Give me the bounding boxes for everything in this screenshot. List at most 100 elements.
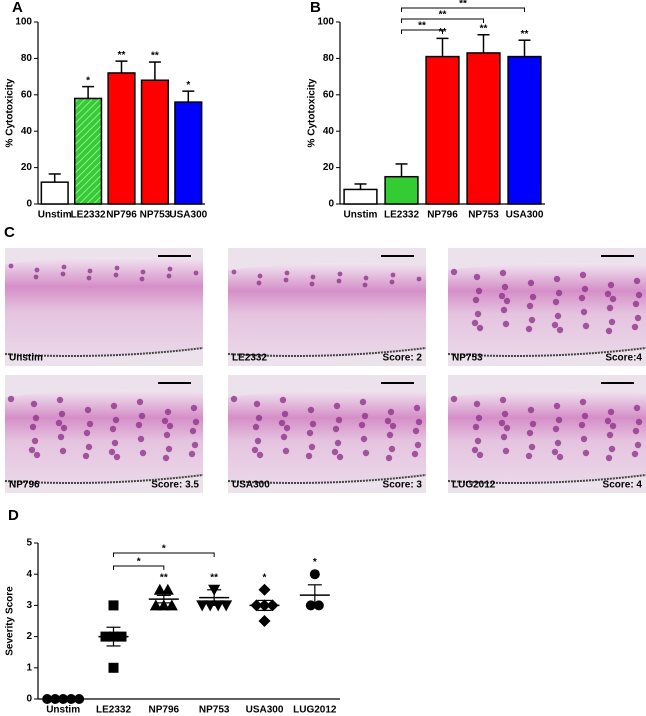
cell <box>164 408 172 416</box>
significance: * <box>86 75 90 86</box>
y-tick-label: 40 <box>21 126 33 137</box>
cell <box>33 451 41 459</box>
cell <box>281 410 289 418</box>
cell <box>412 427 420 435</box>
cell <box>85 443 93 451</box>
bracket <box>401 18 484 23</box>
cell <box>551 321 559 329</box>
point <box>258 583 271 596</box>
cell <box>389 422 397 430</box>
cell <box>61 264 67 270</box>
bar <box>40 181 69 205</box>
cell <box>337 271 343 277</box>
x-tick-label: Unstim <box>344 210 378 221</box>
point <box>196 600 209 612</box>
cell <box>279 396 287 404</box>
cell <box>59 447 67 455</box>
image-label: LE2332 <box>232 353 267 364</box>
cell <box>604 290 612 298</box>
x-tick-label: NP796 <box>149 705 180 716</box>
cell <box>476 451 484 459</box>
cell <box>527 406 535 414</box>
histology-image: NP753 Score:4 <box>447 248 646 366</box>
cell <box>552 425 560 433</box>
cell <box>631 450 639 458</box>
cell <box>84 406 92 414</box>
cell <box>113 272 119 278</box>
cell <box>30 400 38 408</box>
y-tick-label: 100 <box>317 17 334 28</box>
cell <box>472 296 480 304</box>
y-tick-label: 20 <box>21 162 33 173</box>
cell <box>635 418 643 426</box>
image-label: NP753 <box>452 353 483 364</box>
cell <box>553 402 561 410</box>
x-tick-label: USA300 <box>246 705 284 716</box>
cell <box>390 272 396 278</box>
image-score: Score:4 <box>605 353 642 364</box>
membrane <box>227 474 427 484</box>
cell <box>139 449 147 457</box>
bar <box>425 55 460 205</box>
y-axis-title: % Cytotoxicity <box>5 78 16 147</box>
tissue <box>5 389 203 483</box>
cell <box>556 453 564 461</box>
significance: ** <box>151 51 159 62</box>
x-tick-label: LE2332 <box>71 210 106 221</box>
cell <box>416 276 422 282</box>
point <box>149 599 162 611</box>
cell <box>604 417 612 425</box>
cell <box>278 419 286 427</box>
cell <box>633 404 641 412</box>
image-score: Score: 3 <box>383 480 423 491</box>
cell <box>335 416 343 424</box>
panel-label: C <box>4 224 15 241</box>
membrane <box>447 347 646 357</box>
cell <box>605 327 613 335</box>
membrane <box>4 474 204 484</box>
cell <box>189 427 197 435</box>
cell <box>251 446 259 454</box>
point <box>161 583 174 595</box>
cell <box>360 435 368 443</box>
cell <box>606 431 614 439</box>
y-tick-label: 80 <box>323 53 335 64</box>
significance: ** <box>210 572 218 583</box>
cell <box>411 450 419 458</box>
cell <box>633 277 641 285</box>
point <box>220 600 233 612</box>
significance: ** <box>160 572 168 583</box>
y-tick-label: 5 <box>26 538 32 549</box>
cell <box>140 269 146 275</box>
cell <box>554 439 562 447</box>
significance: ** <box>521 29 529 40</box>
cell <box>553 275 561 283</box>
x-tick-label: USA300 <box>506 210 544 221</box>
y-tick-label: 60 <box>323 89 335 100</box>
cell <box>8 263 14 269</box>
cell <box>580 308 588 316</box>
cell <box>56 396 64 404</box>
cell <box>282 447 290 455</box>
cell <box>110 402 118 410</box>
cell <box>361 412 369 420</box>
cell <box>331 448 339 456</box>
point <box>153 583 166 595</box>
image-label: LUG2012 <box>452 480 496 491</box>
cell <box>165 445 173 453</box>
histology-image: LE2332 Score: 2 <box>227 248 427 366</box>
cell <box>28 446 36 454</box>
point <box>74 694 85 704</box>
bracket-label: ** <box>418 21 426 32</box>
x-tick-label: LE2332 <box>96 705 131 716</box>
y-axis-title: % Cytotoxicity <box>307 78 318 147</box>
y-tick-label: 2 <box>26 631 32 642</box>
cell <box>384 417 392 425</box>
cell <box>471 446 479 454</box>
cell <box>634 314 642 322</box>
membrane <box>4 347 204 357</box>
cell <box>55 419 63 427</box>
cell <box>108 448 116 456</box>
image-label: USA300 <box>232 480 270 491</box>
